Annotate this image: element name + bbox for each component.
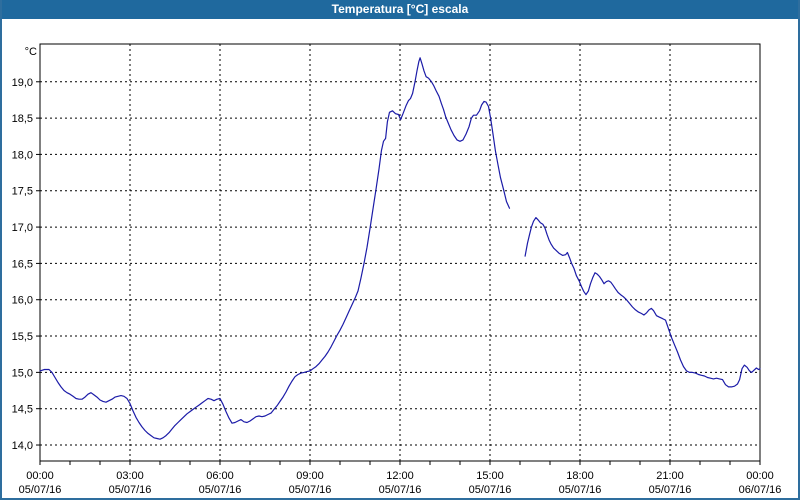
x-tick-date-label: 06/07/16 — [739, 484, 782, 496]
y-tick-label: 19,0 — [12, 77, 33, 89]
temperature-line — [524, 217, 761, 388]
x-tick-date-label: 05/07/16 — [109, 484, 152, 496]
x-tick-time-label: 00:00 — [26, 470, 54, 482]
temperature-line — [39, 57, 511, 440]
y-tick-label: 14,5 — [12, 404, 33, 416]
y-axis-unit-label: °C — [25, 46, 37, 58]
y-tick-label: 16,5 — [12, 258, 33, 270]
y-tick-label: 14,0 — [12, 440, 33, 452]
y-tick-label: 16,0 — [12, 295, 33, 307]
window-title-bar: Temperatura [°C] escala — [2, 0, 798, 19]
x-tick-date-label: 05/07/16 — [559, 484, 602, 496]
y-tick-label: 18,5 — [12, 113, 33, 125]
x-tick-time-label: 18:00 — [566, 470, 594, 482]
y-tick-label: 18,0 — [12, 149, 33, 161]
x-tick-date-label: 05/07/16 — [649, 484, 692, 496]
x-tick-time-label: 03:00 — [116, 470, 144, 482]
y-tick-label: 17,5 — [12, 186, 33, 198]
x-tick-time-label: 21:00 — [656, 470, 684, 482]
x-tick-time-label: 00:00 — [746, 470, 774, 482]
x-tick-date-label: 05/07/16 — [469, 484, 512, 496]
x-tick-time-label: 15:00 — [476, 470, 504, 482]
y-tick-label: 15,5 — [12, 331, 33, 343]
x-tick-time-label: 09:00 — [296, 470, 324, 482]
x-tick-time-label: 12:00 — [386, 470, 414, 482]
x-tick-date-label: 05/07/16 — [289, 484, 332, 496]
y-tick-label: 17,0 — [12, 222, 33, 234]
plot-frame — [39, 43, 761, 462]
window-title: Temperatura [°C] escala — [331, 2, 469, 16]
x-tick-time-label: 06:00 — [206, 470, 234, 482]
chart-svg: 19,0 18,5 18,0 17,5 17,0 16,5 16,0 15,5 15,0 14,5… — [12, 43, 782, 496]
x-tick-date-label: 05/07/16 — [379, 484, 422, 496]
temperature-chart: 19,0 18,5 18,0 17,5 17,0 16,5 16,0 15,5 15,0 14,5… — [2, 19, 798, 498]
x-tick-date-label: 05/07/16 — [199, 484, 242, 496]
y-tick-label: 15,0 — [12, 367, 33, 379]
x-tick-date-label: 05/07/16 — [19, 484, 62, 496]
